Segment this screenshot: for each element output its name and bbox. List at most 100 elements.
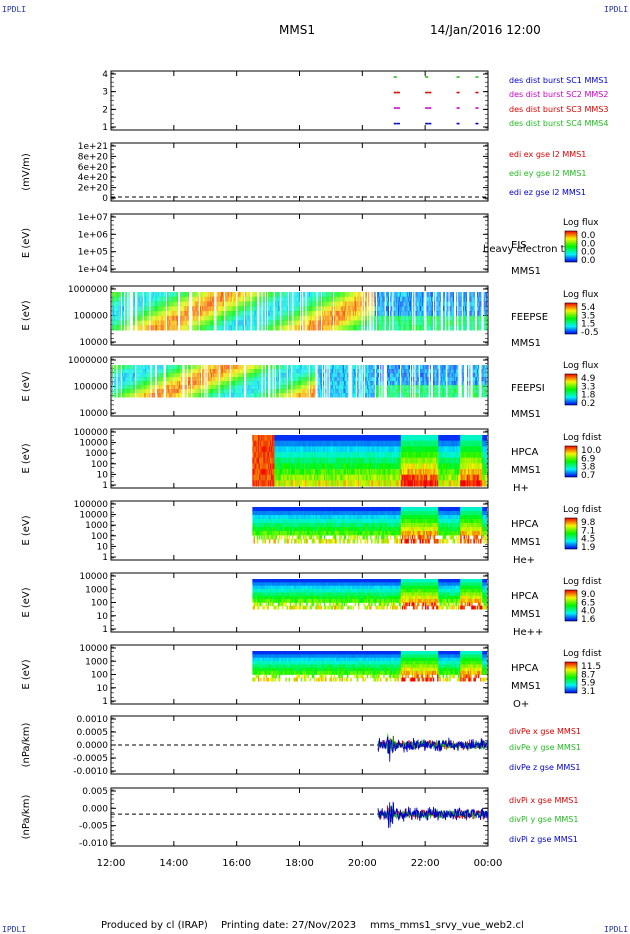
heatmap-cell — [172, 301, 174, 307]
heatmap-cell — [481, 377, 483, 382]
heatmap-cell — [241, 369, 243, 374]
heatmap-cell — [428, 301, 430, 307]
heatmap-cell — [162, 292, 164, 298]
heatmap-cell — [278, 389, 280, 394]
heatmap-cell — [260, 306, 262, 312]
heatmap-cell — [203, 320, 205, 326]
heatmap-cell — [139, 381, 141, 386]
heatmap-cell — [225, 296, 227, 302]
heatmap-cell — [365, 325, 366, 331]
heatmap-cell — [359, 306, 361, 312]
heatmap-cell — [413, 325, 415, 331]
heatmap-cell — [207, 320, 209, 326]
heatmap-cell — [352, 311, 354, 317]
heatmap-cell — [469, 325, 471, 331]
heatmap-cell — [195, 393, 197, 398]
heatmap-cell — [383, 292, 385, 298]
heatmap-cell — [290, 377, 292, 382]
heatmap-cell — [252, 296, 254, 302]
heatmap-cell — [310, 311, 311, 317]
colorbar-p3-tick-label: 0.0 — [581, 256, 596, 266]
heatmap-cell — [341, 315, 343, 321]
heatmap-cell — [213, 365, 215, 370]
heatmap-cell — [332, 377, 333, 382]
heatmap-cell — [234, 301, 236, 307]
heatmap-cell — [113, 325, 115, 331]
heatmap-cell — [167, 365, 168, 370]
heatmap-cell — [238, 301, 240, 307]
heatmap-cell — [143, 381, 145, 386]
heatmap-cell — [341, 306, 343, 312]
heatmap-cell — [477, 306, 479, 312]
heatmap-cell — [141, 311, 143, 317]
heatmap-cell — [408, 315, 410, 321]
heatmap-cell — [325, 393, 327, 398]
heatmap-cell — [368, 385, 370, 390]
heatmap-cell — [126, 365, 128, 370]
heatmap-cell — [252, 381, 254, 386]
heatmap-cell — [395, 320, 397, 326]
heatmap-cell — [151, 301, 153, 307]
heatmap-cell — [386, 296, 388, 302]
heatmap-cell — [299, 381, 300, 386]
heatmap-cell — [214, 365, 216, 370]
heatmap-cell — [474, 389, 476, 394]
heatmap-cell — [126, 369, 128, 374]
heatmap-cell — [351, 377, 353, 382]
heatmap-p4 — [112, 292, 487, 331]
heatmap-cell — [127, 365, 129, 370]
heatmap-cell — [354, 389, 355, 394]
heatmap-cell — [351, 311, 353, 317]
heatmap-cell — [444, 325, 446, 331]
heatmap-cell — [344, 373, 345, 378]
heatmap-cell — [129, 365, 131, 370]
heatmap-cell — [174, 301, 176, 307]
heatmap-cell — [380, 296, 382, 302]
heatmap-cell — [344, 315, 345, 321]
heatmap-cell — [189, 389, 190, 394]
heatmap-cell — [335, 377, 337, 382]
heatmap-cell — [207, 377, 209, 382]
heatmap-cell — [452, 296, 454, 302]
heatmap-cell — [239, 373, 241, 378]
heatmap-cell — [262, 446, 264, 453]
heatmap-cell — [214, 369, 216, 374]
heatmap-cell — [246, 365, 248, 370]
heatmap-cell — [162, 381, 164, 386]
heatmap-cell — [238, 292, 240, 298]
heatmap-cell — [269, 292, 271, 298]
heatmap-cell — [452, 306, 454, 312]
heatmap-cell — [273, 446, 275, 453]
heatmap-cell — [472, 320, 474, 326]
heatmap-cell — [263, 373, 265, 378]
heatmap-cell — [187, 369, 189, 374]
heatmap-cell — [250, 393, 252, 398]
heatmap-cell — [260, 377, 262, 382]
heatmap-cell — [238, 385, 240, 390]
heatmap-cell — [312, 369, 314, 374]
heatmap-cell — [252, 446, 254, 453]
heatmap-cell — [373, 306, 375, 312]
heatmap-cell — [213, 381, 215, 386]
heatmap-cell — [433, 365, 435, 370]
heatmap-cell — [278, 306, 280, 312]
heatmap-cell — [293, 315, 295, 321]
heatmap-cell — [426, 385, 428, 390]
heatmap-cell — [227, 301, 229, 307]
heatmap-cell — [423, 393, 425, 398]
heatmap-cell — [347, 365, 349, 370]
heatmap-cell — [370, 377, 372, 382]
heatmap-cell — [428, 292, 430, 298]
heatmap-cell — [172, 369, 174, 374]
heatmap-cell — [311, 377, 313, 382]
heatmap-cell — [471, 301, 473, 307]
heatmap-cell — [123, 306, 124, 312]
heatmap-cell — [116, 315, 118, 321]
heatmap-cell — [323, 296, 325, 302]
heatmap-cell — [354, 296, 355, 302]
heatmap-cell — [274, 311, 276, 317]
heatmap-cell — [357, 389, 359, 394]
heatmap-cell — [256, 365, 258, 370]
heatmap-cell — [334, 377, 336, 382]
